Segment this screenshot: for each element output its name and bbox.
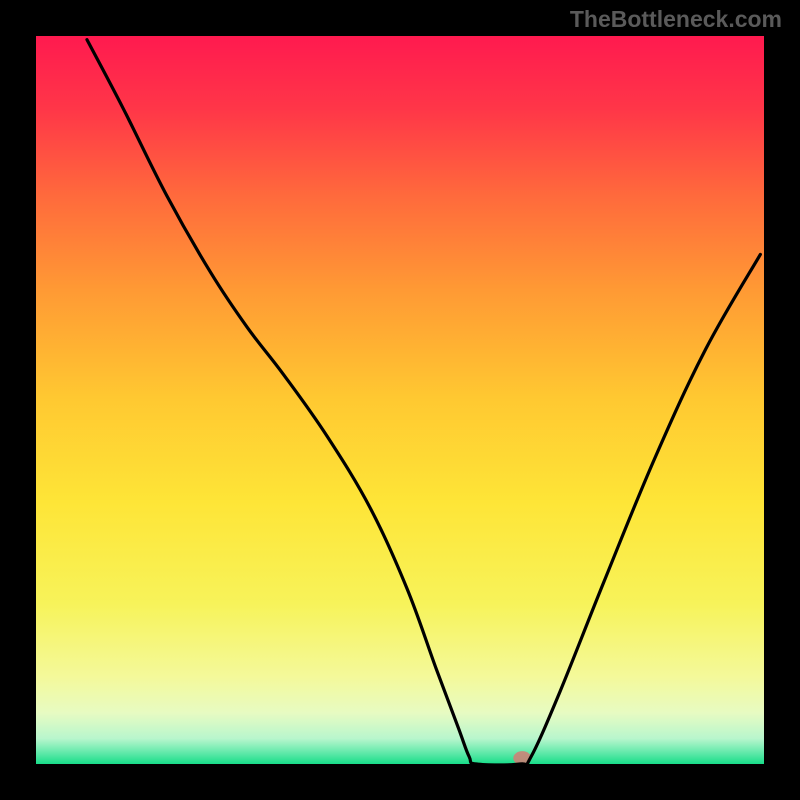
plot-area	[36, 36, 764, 764]
chart-frame: TheBottleneck.com	[0, 0, 800, 800]
watermark-text: TheBottleneck.com	[570, 6, 782, 33]
